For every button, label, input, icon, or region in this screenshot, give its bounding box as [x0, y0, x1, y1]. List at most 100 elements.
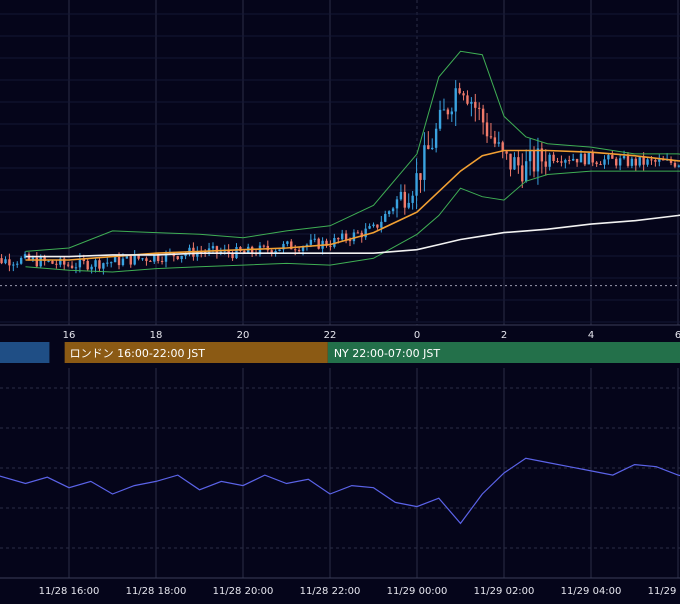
candle-body [314, 239, 316, 240]
candle-body [180, 256, 182, 259]
candle-body [603, 159, 605, 164]
session-ny-label: NY 22:00-07:00 JST [334, 347, 441, 360]
candle-body [51, 261, 53, 264]
candle-body [298, 250, 300, 251]
session-tokyo [0, 342, 49, 363]
candle-body [341, 234, 343, 240]
candle-body [153, 255, 155, 261]
candle-body [408, 203, 410, 208]
candle-body [490, 136, 492, 137]
candle-body [75, 267, 77, 268]
candle-body [439, 110, 441, 129]
candle-body [548, 155, 550, 167]
session-bar: ロンドン 16:00-22:00 JST NY 22:00-07:00 JST [0, 342, 680, 363]
candle-body [560, 161, 562, 162]
candle-body [611, 155, 613, 159]
price-axis-tick-label: 22 [324, 330, 337, 341]
candle-body [419, 173, 421, 180]
candle-body [517, 157, 519, 165]
candle-body [568, 160, 570, 161]
candle-body [177, 256, 179, 259]
candle-body [372, 225, 374, 227]
candle-body [458, 88, 460, 93]
candle-body [537, 148, 539, 171]
price-axis-tick-label: 16 [63, 330, 76, 341]
candle-body [94, 260, 96, 267]
candle-body [400, 192, 402, 199]
candle-body [631, 159, 633, 166]
candle-body [102, 263, 104, 269]
candle-body [4, 259, 6, 263]
candle-body [357, 232, 359, 233]
candle-body [161, 261, 163, 262]
candle-body [294, 249, 296, 250]
candle-body [427, 145, 429, 149]
candle-body [509, 154, 511, 170]
candle-body [364, 229, 366, 238]
candle-body [388, 211, 390, 214]
time-axis-tick-label: 11/28 20:00 [213, 586, 274, 597]
candle-body [317, 239, 319, 249]
price-axis-tick-label: 4 [588, 330, 594, 341]
candle-body [642, 157, 644, 165]
candle-body [384, 214, 386, 222]
time-axis-tick-label: 11/29 00:00 [387, 586, 448, 597]
session-london-label: ロンドン 16:00-22:00 JST [70, 347, 206, 360]
price-axis-tick-label: 18 [150, 330, 163, 341]
candle-body [599, 164, 601, 165]
candle-body [278, 249, 280, 251]
candle-body [90, 267, 92, 270]
candle-body [494, 137, 496, 143]
candle-body [552, 155, 554, 161]
candle-body [411, 196, 413, 203]
candle-body [533, 151, 535, 172]
candle-body [595, 162, 597, 164]
candle-body [345, 234, 347, 240]
candle-body [353, 232, 355, 241]
candle-body [525, 161, 527, 181]
candle-body [47, 261, 49, 262]
candle-body [486, 122, 488, 136]
candle-body [67, 265, 69, 266]
time-axis-tick-label: 11/29 02:00 [474, 586, 535, 597]
candle-body [404, 192, 406, 208]
candle-body [529, 151, 531, 161]
candle-body [141, 258, 143, 259]
price-axis-tick-label: 6 [675, 330, 680, 341]
candle-body [513, 157, 515, 169]
candle-body [592, 153, 594, 163]
candle-body [376, 225, 378, 228]
candle-body [106, 263, 108, 264]
candle-body [545, 161, 547, 166]
candle-body [451, 111, 453, 114]
candle-body [87, 261, 89, 269]
candle-body [556, 161, 558, 162]
candle-body [447, 109, 449, 114]
candle-body [564, 160, 566, 163]
candle-body [635, 159, 637, 166]
candle-body [126, 256, 128, 259]
candle-body [498, 142, 500, 143]
candle-body [607, 155, 609, 159]
candle-body [619, 158, 621, 165]
candle-body [118, 257, 120, 265]
candle-body [576, 159, 578, 162]
candle-body [98, 260, 100, 268]
candle-body [572, 159, 574, 161]
candle-body [243, 251, 245, 253]
price-axis-tick-label: 0 [414, 330, 420, 341]
candle-body [415, 173, 417, 196]
candle-body [130, 256, 132, 265]
candle-body [435, 129, 437, 148]
candle-body [8, 259, 10, 265]
candle-body [20, 258, 22, 264]
candle-body [654, 160, 656, 162]
candle-body [521, 165, 523, 181]
candle-body [40, 257, 42, 266]
candle-body [474, 102, 476, 108]
candle-body [392, 208, 394, 211]
time-axis-tick-label: 11/28 22:00 [300, 586, 361, 597]
time-axis-tick-label: 11/28 18:00 [126, 586, 187, 597]
